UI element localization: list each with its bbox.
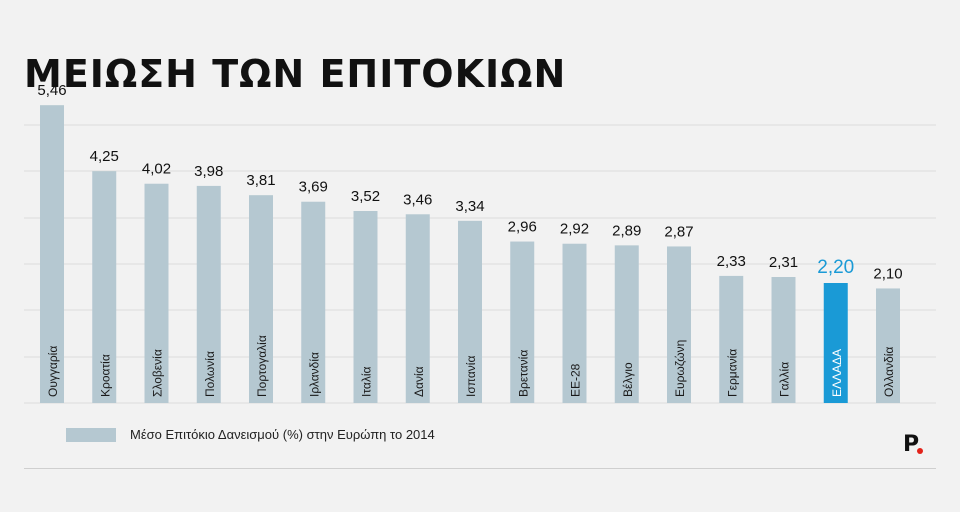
value-label: 3,52 xyxy=(351,188,380,205)
legend-swatch xyxy=(66,427,116,442)
category-label: Ιρλανδία xyxy=(307,352,321,397)
value-label: 4,02 xyxy=(142,161,171,178)
category-label: Σλοβενία xyxy=(151,349,165,397)
brand-logo: P xyxy=(903,432,920,457)
bar xyxy=(823,283,848,403)
value-label: 5,46 xyxy=(37,82,66,99)
bar xyxy=(771,277,796,403)
category-label: ΕΛΛΑΔΑ xyxy=(830,349,844,397)
category-label: Ολλανδία xyxy=(882,347,896,397)
bar xyxy=(562,243,587,403)
category-label: Ισπανία xyxy=(464,356,478,397)
value-labels: 5,46 4,25 4,02 3,98 3,81 3,69 3,52 3,46 3,34 2,96… xyxy=(37,82,902,282)
category-label: Δανία xyxy=(412,366,426,397)
value-label: 2,33 xyxy=(717,253,746,270)
value-label: 3,34 xyxy=(455,198,484,215)
category-labels: Ουγγαρία Κροατία Σλοβενία Πολωνία Πορτογαλία… xyxy=(46,335,896,397)
category-label: Πορτογαλία xyxy=(255,335,269,397)
bar xyxy=(40,105,64,403)
category-label: Ουγγαρία xyxy=(46,346,60,397)
category-label: Ευρωζώνη xyxy=(673,340,687,397)
value-label: 2,96 xyxy=(508,219,537,236)
category-label: Ιταλία xyxy=(360,366,374,397)
value-label: 2,31 xyxy=(769,254,798,271)
category-label: Κροατία xyxy=(98,354,112,397)
bar xyxy=(144,183,169,403)
category-label: Πολωνία xyxy=(203,351,217,397)
bar xyxy=(719,275,744,403)
bar xyxy=(249,195,273,403)
category-label: Βέλγιο xyxy=(621,362,635,397)
bar xyxy=(92,171,117,403)
bar xyxy=(510,241,535,403)
value-label: 2,89 xyxy=(612,222,641,239)
value-label: 2,10 xyxy=(873,265,902,282)
bottom-divider xyxy=(24,468,936,469)
legend: Μέσο Επιτόκιο Δανεισμού (%) στην Ευρώπη … xyxy=(66,427,435,442)
chart-title: ΜΕΙΩΣΗ ΤΩΝ ΕΠΙΤΟΚΙΩΝ xyxy=(24,52,567,96)
bar xyxy=(667,246,691,403)
category-label: ΕΕ-28 xyxy=(569,363,583,397)
bar xyxy=(405,214,430,403)
value-label: 3,69 xyxy=(299,179,328,196)
value-label: 3,81 xyxy=(246,172,275,189)
value-label: 4,25 xyxy=(90,148,119,165)
bar xyxy=(353,211,378,403)
bars xyxy=(40,105,900,403)
bar xyxy=(301,201,326,403)
value-label: 2,20 xyxy=(817,257,854,278)
category-label: Βρετανία xyxy=(516,350,530,397)
brand-logo-dot xyxy=(917,448,923,454)
bar xyxy=(458,220,482,403)
value-label: 3,46 xyxy=(403,191,432,208)
value-label: 2,87 xyxy=(664,223,693,240)
bar xyxy=(614,245,639,403)
category-label: Γαλλία xyxy=(778,362,792,397)
category-label: Γερμανία xyxy=(725,349,739,397)
legend-label: Μέσο Επιτόκιο Δανεισμού (%) στην Ευρώπη … xyxy=(130,427,435,442)
bar-chart: 5,46 4,25 4,02 3,98 3,81 3,69 3,52 3,46 3,34 2,96… xyxy=(24,82,936,404)
value-label: 2,92 xyxy=(560,221,589,238)
value-label: 3,98 xyxy=(194,163,223,180)
bar xyxy=(876,288,900,403)
bar xyxy=(196,185,221,403)
